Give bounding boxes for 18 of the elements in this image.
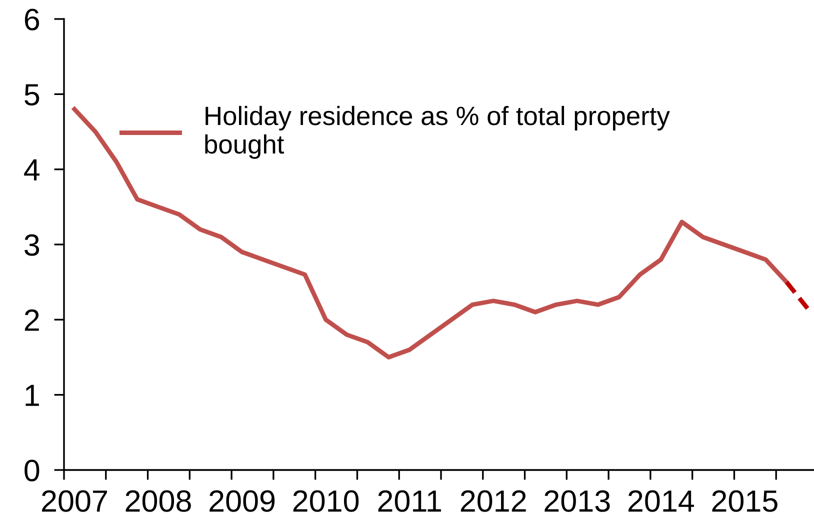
y-tick-label: 4 xyxy=(24,159,40,180)
x-tick-label: 2015 xyxy=(712,490,778,512)
y-tick-label: 3 xyxy=(24,234,40,256)
x-tick-label: 2010 xyxy=(293,490,359,512)
line-series xyxy=(72,106,789,360)
y-tick-label: 1 xyxy=(26,384,39,406)
x-tick-label: 2011 xyxy=(378,490,441,512)
legend-label: Holiday residence as % of total property bought xyxy=(205,106,670,159)
x-tick-label: 2012 xyxy=(460,490,526,512)
y-tick-label: 0 xyxy=(24,460,40,482)
y-tick-label: 2 xyxy=(24,309,39,331)
x-tick-label: 2014 xyxy=(628,490,694,512)
x-tick-label: 2009 xyxy=(210,490,275,512)
x-tick-label: 2008 xyxy=(126,490,191,512)
y-tick-label: 5 xyxy=(24,84,40,106)
x-tick-label: 2013 xyxy=(544,490,610,512)
y-tick-label: 6 xyxy=(24,8,40,30)
x-tick-label: 2007 xyxy=(42,490,107,512)
